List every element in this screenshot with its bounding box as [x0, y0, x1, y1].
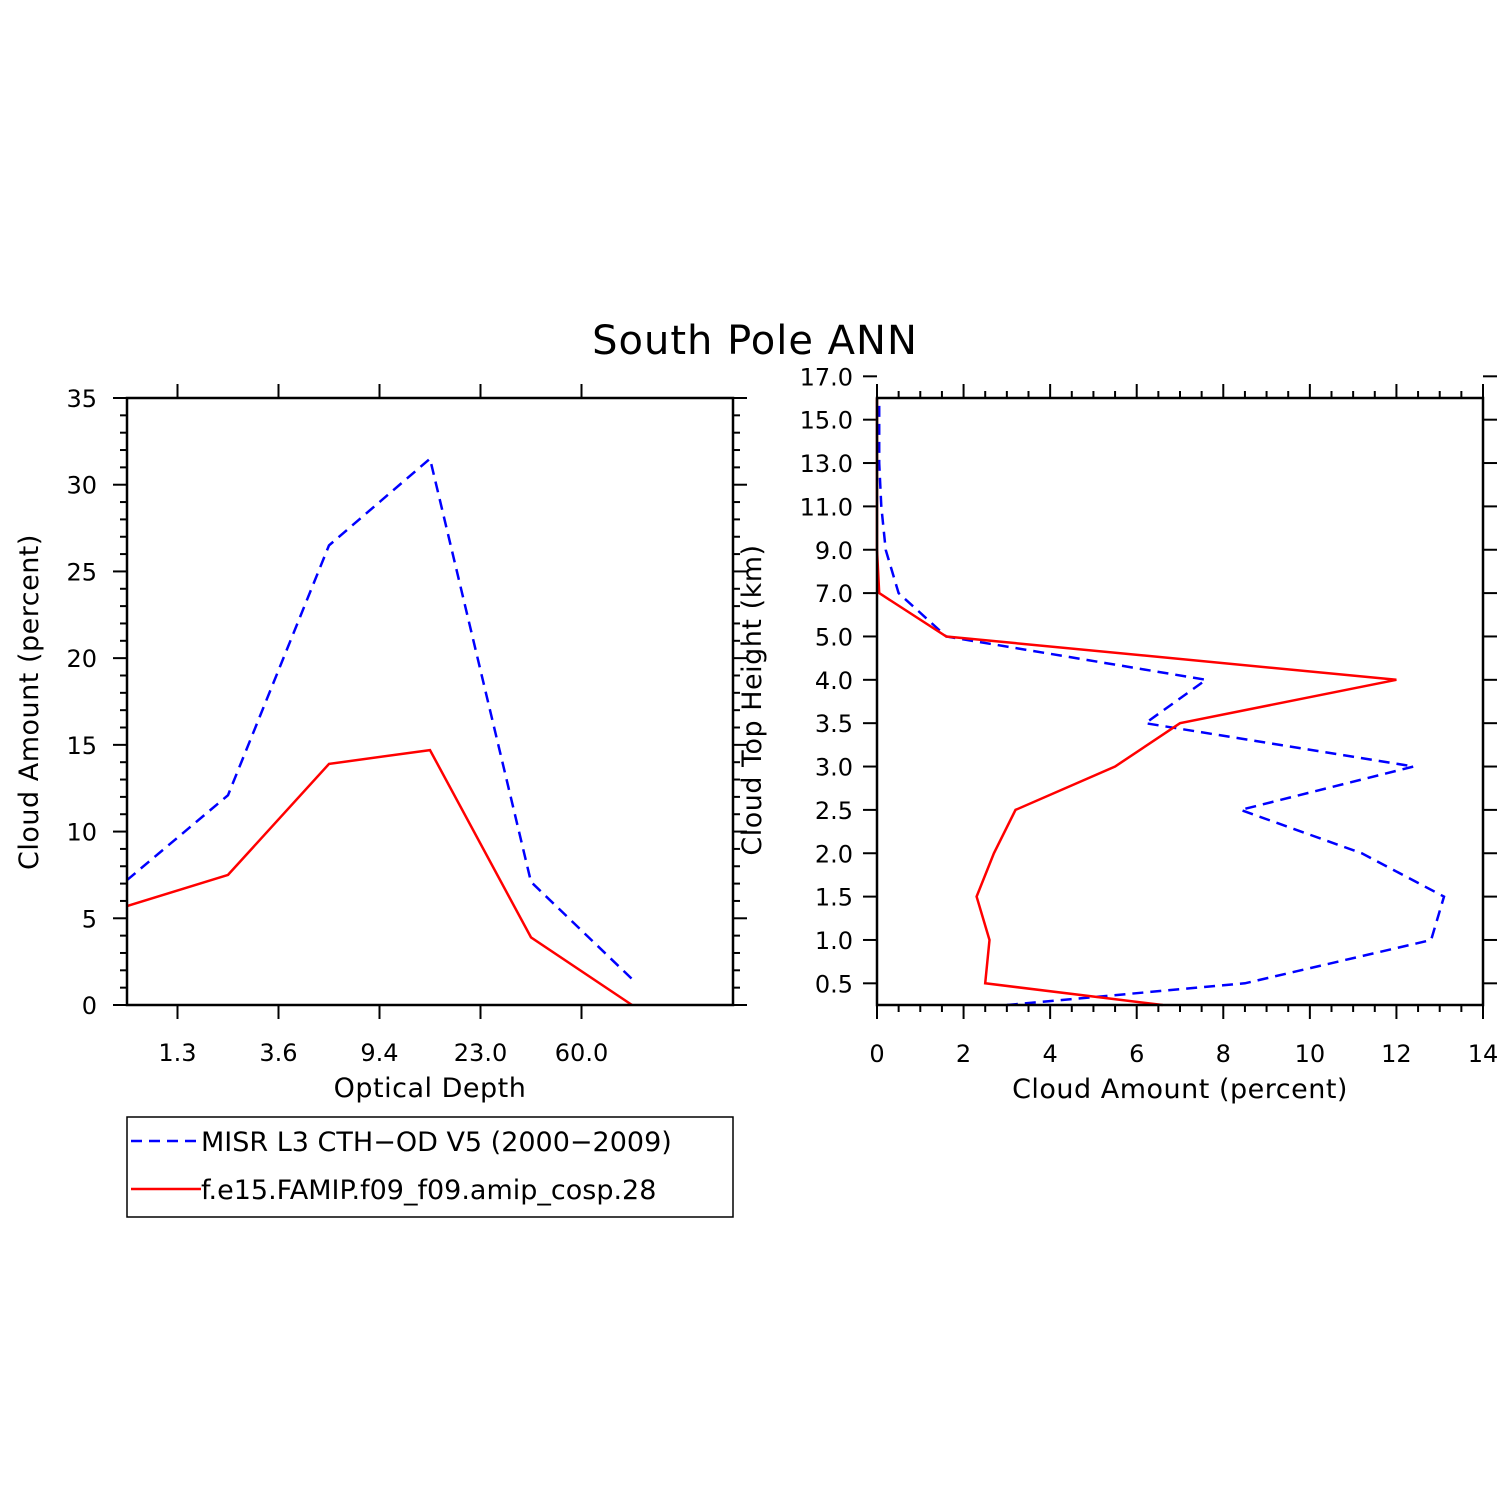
cloud-top-height-panel: 0 2 4 6 8 10 12 14 0.5 1.0 1.5 2.0 2.5 3.0 3.5 4.0 5.0 7.…	[737, 363, 1498, 1105]
right-x-tick-label: 2	[956, 1040, 971, 1068]
legend-box	[126, 1116, 734, 1218]
right-panel-lines	[875, 397, 1446, 1007]
left-x-tick-label: 1.3	[158, 1039, 196, 1067]
right-x-tick-label: 10	[1295, 1040, 1326, 1068]
left-y-tick-label: 15	[66, 732, 97, 760]
right-panel-ticks: 0 2 4 6 8 10 12 14 0.5 1.0 1.5 2.0 2.5 3.0 3.5 4.0 5.0 7.…	[800, 363, 1499, 1068]
right-y-tick-label: 13.0	[800, 450, 853, 478]
right-y-tick-label: 4.0	[815, 667, 853, 695]
left-panel-frame	[125, 396, 735, 1007]
left-x-tick-label: 23.0	[454, 1039, 507, 1067]
left-panel-ticks: 0 5 10 15 20 25 30 35 1.3 3.6 9.4 23.0 60.0	[66, 384, 747, 1067]
right-y-tick-label: 17.0	[800, 363, 853, 391]
left-y-tick-label: 35	[66, 385, 97, 413]
figure-title: South Pole ANN	[592, 318, 918, 364]
left-x-axis-label: Optical Depth	[334, 1073, 527, 1104]
right-y-tick-label: 9.0	[815, 537, 853, 565]
left-x-tick-label: 9.4	[360, 1039, 398, 1067]
right-x-tick-label: 12	[1381, 1040, 1412, 1068]
right-series-line-model	[875, 398, 1397, 1007]
right-x-tick-label: 6	[1129, 1040, 1144, 1068]
left-x-tick-label: 3.6	[259, 1039, 297, 1067]
right-x-tick-label: 14	[1468, 1040, 1499, 1068]
right-y-tick-label: 3.5	[815, 710, 853, 738]
right-y-tick-label: 2.0	[815, 840, 853, 868]
right-y-tick-label: 0.5	[815, 970, 853, 998]
right-y-tick-label: 7.0	[815, 580, 853, 608]
left-y-tick-label: 0	[82, 992, 97, 1020]
left-series-line-obs	[126, 456, 633, 980]
left-series-line-model	[126, 748, 633, 1007]
optical-depth-panel: 0 5 10 15 20 25 30 35 1.3 3.6 9.4 23.0 60.0 Optical …	[14, 384, 747, 1104]
right-y-tick-label: 1.0	[815, 927, 853, 955]
left-y-tick-label: 25	[66, 558, 97, 586]
right-panel-frame	[875, 396, 1485, 1007]
right-y-tick-label: 1.5	[815, 884, 853, 912]
left-y-tick-label: 10	[66, 819, 97, 847]
legend-label-model: f.e15.FAMIP.f09_f09.amip_cosp.28	[201, 1175, 656, 1206]
legend-label-obs: MISR L3 CTH−OD V5 (2000−2009)	[201, 1127, 672, 1158]
right-x-tick-label: 0	[869, 1040, 884, 1068]
right-y-tick-label: 2.5	[815, 797, 853, 825]
left-y-axis-label: Cloud Amount (percent)	[14, 534, 45, 870]
left-y-tick-label: 5	[82, 905, 97, 933]
right-x-tick-label: 8	[1216, 1040, 1231, 1068]
legend: MISR L3 CTH−OD V5 (2000−2009) f.e15.FAMI…	[126, 1116, 734, 1218]
right-x-axis-label: Cloud Amount (percent)	[1012, 1074, 1348, 1105]
right-y-axis-label: Cloud Top Height (km)	[737, 544, 768, 855]
right-y-tick-label: 11.0	[800, 493, 853, 521]
left-x-tick-label: 60.0	[555, 1039, 608, 1067]
right-y-tick-label: 5.0	[815, 623, 853, 651]
left-y-tick-label: 30	[66, 472, 97, 500]
left-panel-lines	[126, 456, 633, 1007]
right-series-line-obs	[877, 398, 1446, 1007]
right-y-tick-label: 15.0	[800, 407, 853, 435]
right-y-tick-label: 3.0	[815, 754, 853, 782]
right-x-tick-label: 4	[1043, 1040, 1058, 1068]
left-y-tick-label: 20	[66, 645, 97, 673]
